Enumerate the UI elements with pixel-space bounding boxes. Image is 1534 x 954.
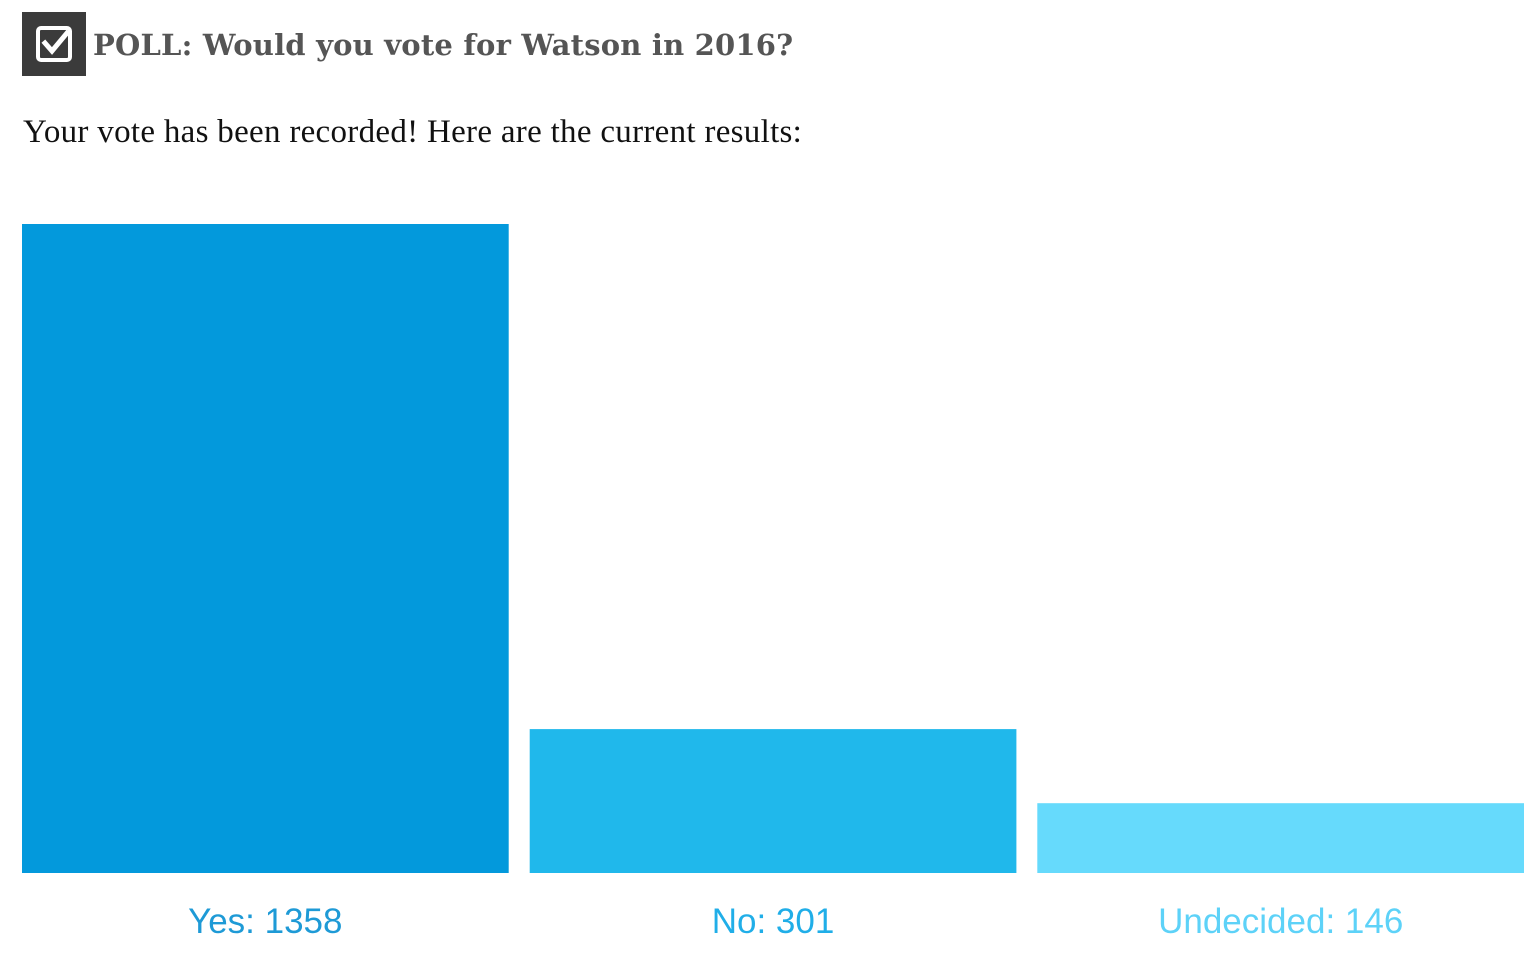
checkbox-checked-icon xyxy=(22,12,86,76)
bar-yes xyxy=(22,224,509,873)
bar-no xyxy=(529,729,1017,873)
bar-label-no: No: 301 xyxy=(712,902,835,941)
bar-label-undecided: Undecided: 146 xyxy=(1158,902,1403,941)
poll-confirmation-message: Your vote has been recorded! Here are th… xyxy=(23,114,803,150)
poll-header: POLL: Would you vote for Watson in 2016? xyxy=(22,12,793,76)
bar-undecided xyxy=(1037,803,1524,873)
bar-label-yes: Yes: 1358 xyxy=(188,902,342,941)
poll-title: POLL: Would you vote for Watson in 2016? xyxy=(93,28,794,62)
